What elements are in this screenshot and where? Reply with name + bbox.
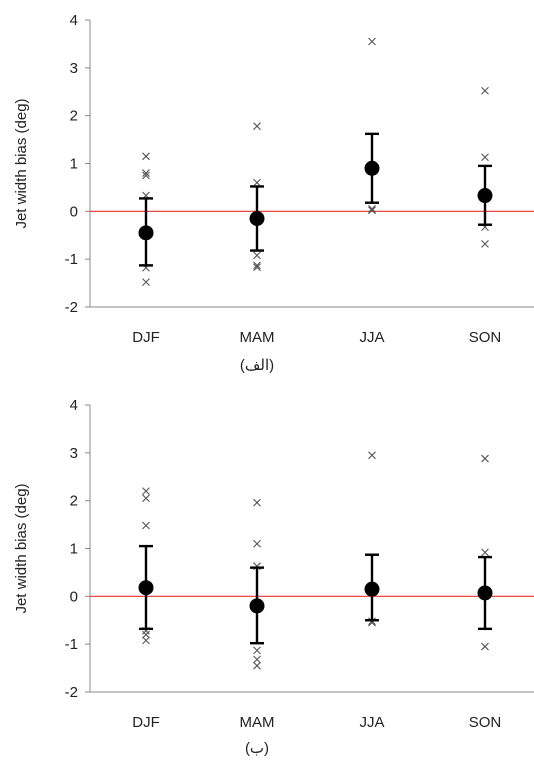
y-tick-label: 3 — [70, 60, 78, 77]
model-cross-marker — [253, 263, 261, 272]
model-cross-marker — [142, 171, 150, 180]
y-tick-label: 3 — [70, 445, 78, 462]
panel-caption: (الف) — [240, 357, 274, 374]
category-label: MAM — [240, 714, 275, 731]
y-tick-label: 0 — [70, 203, 78, 220]
category-label: SON — [469, 714, 502, 731]
y-tick-label: 1 — [70, 541, 78, 558]
model-cross-marker — [253, 646, 261, 655]
category-label: MAM — [240, 329, 275, 346]
y-tick-label: 1 — [70, 156, 78, 173]
y-tick-label: 2 — [70, 108, 78, 125]
model-cross-marker — [142, 152, 150, 161]
model-cross-marker — [253, 498, 261, 507]
model-cross-marker — [253, 661, 261, 670]
category-label: DJF — [132, 329, 160, 346]
model-cross-marker — [142, 169, 150, 177]
model-cross-marker — [142, 487, 150, 495]
y-tick-label: 0 — [70, 588, 78, 605]
y-tick-label: -2 — [65, 299, 78, 316]
model-cross-marker — [481, 548, 489, 557]
y-tick-label: 4 — [70, 12, 78, 29]
model-cross-marker — [368, 205, 376, 213]
ensemble-mean-marker — [477, 188, 493, 204]
category-label: SON — [469, 329, 502, 346]
ensemble-mean-marker — [138, 580, 154, 596]
ensemble-mean-marker — [138, 225, 154, 241]
chart-panel-1: -2 -1 0 1 2 3 4 Jet width bias (deg) DJF MAM JJA SO… — [13, 12, 534, 374]
model-cross-marker — [253, 122, 261, 131]
model-cross-marker — [253, 178, 261, 187]
model-cross-marker — [481, 153, 489, 162]
ensemble-mean-marker — [477, 585, 493, 601]
model-cross-marker — [253, 261, 261, 270]
model-cross-marker — [253, 539, 261, 548]
model-cross-marker — [368, 451, 376, 460]
y-tick-label: -2 — [65, 684, 78, 701]
model-cross-marker — [481, 239, 489, 248]
ensemble-mean-marker — [249, 211, 265, 227]
y-axis-title: Jet width bias (deg) — [13, 483, 30, 613]
y-tick-label: 2 — [70, 493, 78, 510]
model-cross-marker — [481, 86, 489, 95]
category-label: JJA — [359, 714, 384, 731]
category-label: JJA — [359, 329, 384, 346]
ensemble-mean-marker — [249, 598, 265, 614]
model-cross-marker — [368, 206, 376, 215]
model-cross-marker — [142, 636, 150, 645]
panel-caption: (ب) — [245, 740, 269, 757]
model-cross-marker — [368, 37, 376, 46]
model-cross-marker — [142, 521, 150, 530]
y-tick-label: -1 — [65, 251, 78, 268]
y-tick-label: -1 — [65, 636, 78, 653]
ensemble-mean-marker — [364, 581, 380, 597]
model-cross-marker — [481, 642, 489, 651]
y-tick-label: 4 — [70, 397, 78, 414]
ensemble-mean-marker — [364, 160, 380, 176]
model-cross-marker — [253, 655, 261, 664]
model-cross-marker — [142, 494, 150, 503]
y-axis-title: Jet width bias (deg) — [13, 98, 30, 228]
model-cross-marker — [253, 251, 261, 260]
model-cross-marker — [142, 278, 150, 287]
model-cross-marker — [481, 454, 489, 463]
model-cross-marker — [142, 630, 150, 639]
chart-panel-2: -2 -1 0 1 2 3 4 Jet width bias (deg) DJF MAM JJA SO… — [13, 397, 534, 757]
category-label: DJF — [132, 714, 160, 731]
